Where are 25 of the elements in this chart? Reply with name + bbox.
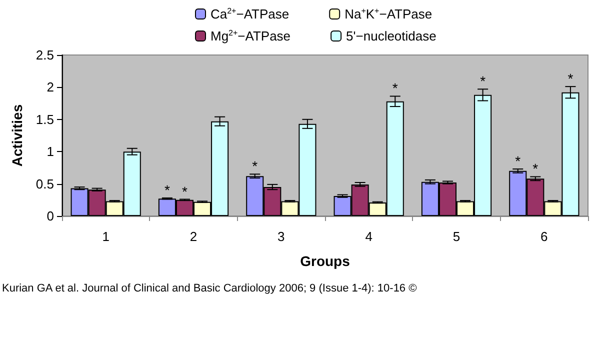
y-tick-label: 0.5 xyxy=(36,176,54,192)
data-label: * xyxy=(480,73,486,90)
y-axis-title: Activities xyxy=(9,104,25,167)
legend-label: Na+K+−ATPase xyxy=(344,6,432,22)
x-tick-label: 6 xyxy=(540,229,548,244)
y-tick-label: 0 xyxy=(46,208,54,224)
x-tick-label: 2 xyxy=(190,229,198,244)
x-tick-label: 5 xyxy=(452,229,460,244)
data-label: * xyxy=(252,158,258,174)
data-label: * xyxy=(182,183,188,200)
data-label: * xyxy=(515,152,522,169)
y-tick-label: 1 xyxy=(46,144,54,160)
data-label: * xyxy=(164,182,170,198)
x-tick-label: 4 xyxy=(365,229,372,244)
y-tick-label: 2 xyxy=(46,80,54,95)
text: Kurian GA et al. Journal of Clinical and Basic Cardiology 2006; 9 (Issue 1-4): 10-16 © xyxy=(2,282,417,294)
y-tick-label: 1.5 xyxy=(36,112,54,127)
x-tick-label: 1 xyxy=(102,229,110,244)
data-label: * xyxy=(392,80,398,96)
data-label: * xyxy=(532,160,539,177)
y-tick-label: 2.5 xyxy=(36,48,54,62)
legend-label: 5'−nucleotidase xyxy=(346,28,436,44)
data-label: * xyxy=(568,70,574,87)
x-tick-label: 3 xyxy=(278,229,285,244)
x-axis-title: Groups xyxy=(300,253,350,269)
